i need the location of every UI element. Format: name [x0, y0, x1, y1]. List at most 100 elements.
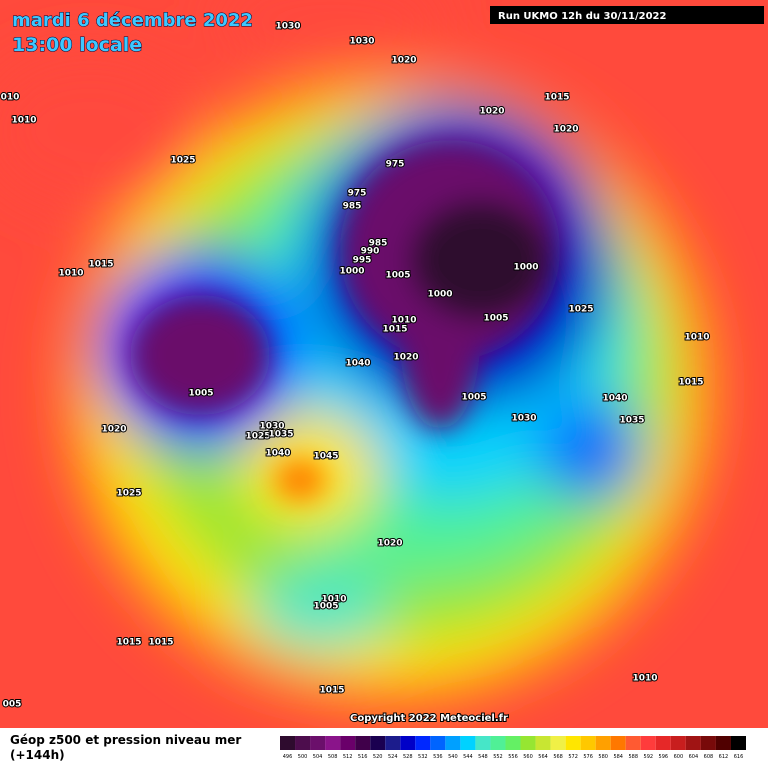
- isobar-label: 1010: [391, 316, 416, 326]
- color-scale: 496 500 504 508 512 516 520 524 528 532 536 540 544 5…: [280, 736, 746, 760]
- scale-label: 564: [538, 754, 548, 760]
- scale-swatch: [550, 736, 566, 750]
- scale-label: 508: [328, 754, 338, 760]
- scale-swatch: [535, 736, 551, 750]
- scale-label: 540: [448, 754, 458, 760]
- isobar-label: 1015: [88, 260, 113, 270]
- scale-label: 504: [313, 754, 323, 760]
- scale-label: 536: [433, 754, 443, 760]
- isobar-label: 990: [361, 247, 380, 257]
- scale-swatch: [715, 736, 731, 750]
- isobar-label: 1005: [188, 389, 213, 399]
- isobar-labels: 1030 1030 1020 010 1010 1015 1020 1020 1025 975 97…: [0, 21, 711, 711]
- scale-swatch: [700, 736, 716, 750]
- scale-label: 556: [508, 754, 518, 760]
- scale-swatch: [670, 736, 686, 750]
- scale-label: 604: [689, 754, 699, 760]
- scale-label: 580: [598, 754, 608, 760]
- isobar-label: 1025: [170, 156, 195, 166]
- scale-swatch: [280, 736, 296, 750]
- scale-swatch: [595, 736, 611, 750]
- scale-swatch: [640, 736, 656, 750]
- scale-swatch: [445, 736, 461, 750]
- isobar-label: 1005: [385, 271, 410, 281]
- isobar-label: 995: [353, 256, 372, 266]
- scale-label: 496: [283, 754, 293, 760]
- scale-label: 576: [583, 754, 593, 760]
- isobar-label: 1000: [513, 263, 538, 273]
- isobar-label: 1040: [265, 449, 290, 459]
- scale-swatch: [505, 736, 521, 750]
- isobar-label: 975: [386, 160, 405, 170]
- isobar-label: 010: [1, 93, 20, 103]
- scale-label: 544: [463, 754, 473, 760]
- scale-swatch: [580, 736, 596, 750]
- isobar-label: 1025: [116, 489, 141, 499]
- scale-swatch: [370, 736, 386, 750]
- isobar-label: 1010: [11, 116, 36, 126]
- isobar-label: 1035: [619, 416, 644, 426]
- scale-swatch: [730, 736, 746, 750]
- isobar-label: 1015: [319, 686, 344, 696]
- isobar-label: 1020: [391, 56, 416, 66]
- isobar-label: 1000: [427, 290, 452, 300]
- scale-label: 568: [553, 754, 563, 760]
- scale-swatch: [415, 736, 431, 750]
- scale-label: 600: [674, 754, 684, 760]
- scale-label: 500: [298, 754, 308, 760]
- isobar-label: 1015: [116, 638, 141, 648]
- scale-label: 512: [343, 754, 353, 760]
- scale-swatch: [355, 736, 371, 750]
- run-info: Run UKMO 12h du 30/11/2022: [498, 11, 667, 22]
- isobar-label: 985: [369, 239, 388, 249]
- scale-swatch: [625, 736, 641, 750]
- isobar-label: 975: [348, 189, 367, 199]
- scale-swatch: [340, 736, 356, 750]
- date: mardi 6 décembre 2022: [12, 10, 253, 31]
- isobar-label: 1015: [148, 638, 173, 648]
- scale-label: 532: [418, 754, 428, 760]
- scale-swatch: [385, 736, 401, 750]
- scale-label: 528: [403, 754, 413, 760]
- scale-label: 592: [644, 754, 654, 760]
- isobar-label: 1000: [339, 267, 364, 277]
- isobar-label: 1020: [101, 425, 126, 435]
- isobar-label: 1020: [553, 125, 578, 135]
- scale-label: 572: [568, 754, 578, 760]
- scale-swatch: [520, 736, 536, 750]
- isobar-label: 005: [3, 700, 22, 710]
- isobar-label: 1010: [58, 269, 83, 279]
- isobar-label: 985: [343, 202, 362, 212]
- isobar-label: 1010: [321, 595, 346, 605]
- isobar-label: 1005: [483, 314, 508, 324]
- scale-label: 612: [719, 754, 729, 760]
- scale-swatch: [325, 736, 341, 750]
- isobar-label: 1020: [393, 353, 418, 363]
- scale-swatch: [610, 736, 626, 750]
- isobar-label: 1040: [345, 359, 370, 369]
- isobar-label: 1030: [349, 37, 374, 47]
- scale-label: 608: [704, 754, 714, 760]
- run-box: [490, 6, 764, 24]
- time: 13:00 locale: [12, 34, 142, 56]
- isobar-label: 1005: [313, 602, 338, 612]
- isobar-label: 1040: [602, 394, 627, 404]
- isobar-label: 1035: [268, 430, 293, 440]
- isobar-label: 1030: [511, 414, 536, 424]
- scale-label: 552: [493, 754, 503, 760]
- isobar-label: 1030: [259, 422, 284, 432]
- scale-label: 548: [478, 754, 488, 760]
- scale-label: 584: [613, 754, 623, 760]
- isobar-label: 1010: [632, 674, 657, 684]
- isobar-label: 1025: [245, 432, 270, 442]
- legend-subtitle: (+144h): [10, 748, 65, 762]
- scale-label: 588: [628, 754, 638, 760]
- isobar-label: 1045: [313, 452, 338, 462]
- scale-swatch: [430, 736, 446, 750]
- scale-label: 596: [659, 754, 669, 760]
- scale-swatch: [310, 736, 326, 750]
- scale-swatch: [400, 736, 416, 750]
- scale-swatch: [490, 736, 506, 750]
- isobar-label: 1030: [275, 22, 300, 32]
- scale-swatch: [295, 736, 311, 750]
